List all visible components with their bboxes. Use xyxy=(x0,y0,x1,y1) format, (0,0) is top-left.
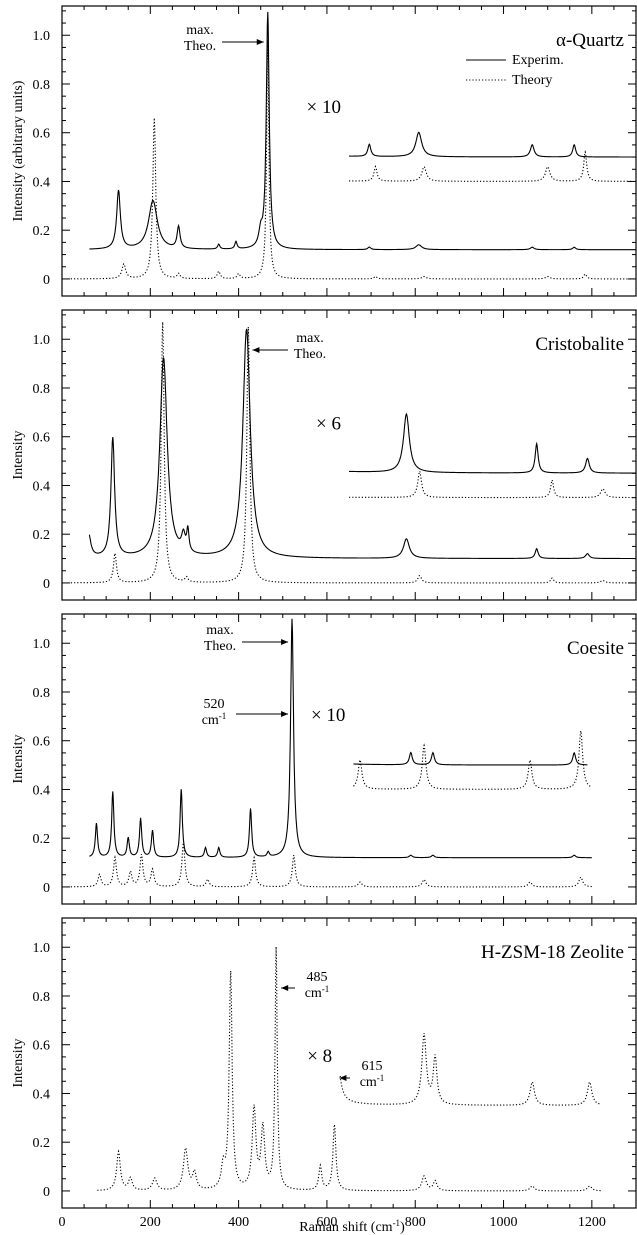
annotation-label: Theo. xyxy=(184,39,216,54)
panel-plot-area xyxy=(97,946,601,1192)
annotation-arrowhead xyxy=(252,347,260,353)
x-tick-label: 1200 xyxy=(578,1215,606,1230)
theory-inset-line xyxy=(353,730,593,790)
y-tick-label: 0.2 xyxy=(33,1136,51,1151)
panel-4: 0 0.2 0.4 0.6 0.8 1.0 Intensity H-ZSM-18 Zeolit… xyxy=(11,917,637,1209)
experiment-line xyxy=(89,11,636,251)
y-tick-label: 0.6 xyxy=(33,735,51,750)
panel-title: H-ZSM-18 Zeolite xyxy=(481,942,624,963)
annotation-superscript: -1 xyxy=(377,1073,385,1083)
y-tick-label: 0.4 xyxy=(33,783,51,798)
panel-frame xyxy=(61,613,637,905)
y-axis-label: Intensity (arbitrary units) xyxy=(11,80,26,221)
inset-magnification-label: × 8 xyxy=(307,1046,332,1067)
y-tick-label: 0.2 xyxy=(33,528,51,543)
experiment-inset-line xyxy=(349,131,636,158)
annotation-label: 615 xyxy=(362,1059,383,1074)
x-axis-label: Raman shift (cm-1) xyxy=(299,1218,405,1235)
experiment-inset-line xyxy=(353,751,588,766)
theory-line xyxy=(70,842,592,888)
panel-title: α-Quartz xyxy=(556,30,624,51)
y-tick-label: 0.8 xyxy=(33,686,51,701)
inset-magnification-label: × 6 xyxy=(316,413,341,434)
legend-label: Theory xyxy=(512,73,552,88)
panel-title: Cristobalite xyxy=(535,334,624,355)
inset-magnification-label: × 10 xyxy=(311,705,345,726)
annotation-arrowhead xyxy=(281,711,289,717)
panel-plot-area xyxy=(70,618,593,888)
y-tick-label: 0.4 xyxy=(33,175,51,190)
annotation-label: cm-1 xyxy=(305,984,330,1001)
y-axis-label: Intensity xyxy=(11,431,26,480)
y-tick-label: 1.0 xyxy=(33,941,51,956)
annotation-label: max. xyxy=(186,23,214,38)
y-tick-label: 0.6 xyxy=(33,127,51,142)
y-tick-label: 0.6 xyxy=(33,431,51,446)
annotation-superscript: -1 xyxy=(219,711,227,721)
x-tick-label: 800 xyxy=(405,1215,426,1230)
experiment-inset-line xyxy=(348,412,636,474)
y-tick-label: 0.4 xyxy=(33,479,51,494)
y-tick-label: 0 xyxy=(43,881,50,896)
y-tick-label: 1.0 xyxy=(33,333,51,348)
y-tick-label: 0 xyxy=(43,577,50,592)
theory-line xyxy=(97,946,601,1192)
annotation-label: 485 xyxy=(307,970,328,985)
theory-line xyxy=(70,40,636,280)
annotation-label: 520 xyxy=(204,697,225,712)
experiment-line xyxy=(88,328,636,560)
y-axis-label: Intensity xyxy=(11,1039,26,1088)
panel-3: 0 0.2 0.4 0.6 0.8 1.0 Intensity Coesite × 10 max.… xyxy=(11,613,637,905)
panel-title: Coesite xyxy=(567,638,624,659)
annotation-arrowhead xyxy=(281,639,289,645)
y-tick-label: 0.4 xyxy=(33,1087,51,1102)
annotation-label: max. xyxy=(206,623,234,638)
y-tick-label: 0.8 xyxy=(33,990,51,1005)
annotation-superscript: -1 xyxy=(322,984,330,994)
theory-inset-line xyxy=(348,469,636,499)
annotation-label: cm-1 xyxy=(360,1073,385,1090)
legend-label: Experim. xyxy=(512,53,564,68)
annotation-label: Theo. xyxy=(294,347,326,362)
x-tick-label: 400 xyxy=(228,1215,249,1230)
y-tick-label: 0 xyxy=(43,1185,50,1200)
y-tick-label: 0 xyxy=(43,273,50,288)
x-tick-label: 200 xyxy=(140,1215,161,1230)
annotation-label: max. xyxy=(296,331,324,346)
y-tick-label: 0.2 xyxy=(33,832,51,847)
panel-plot-area xyxy=(70,321,636,584)
panel-2: 0 0.2 0.4 0.6 0.8 1.0 Intensity Cristobalite × 6… xyxy=(11,309,637,601)
panel-frame xyxy=(61,5,637,297)
x-tick-label: 600 xyxy=(316,1215,337,1230)
annotation-arrowhead xyxy=(281,985,289,991)
theory-inset-line xyxy=(339,1032,601,1106)
x-tick-label: 0 xyxy=(59,1215,66,1230)
y-tick-label: 0.6 xyxy=(33,1039,51,1054)
y-tick-label: 0.8 xyxy=(33,78,51,93)
theory-line xyxy=(70,321,636,584)
y-tick-label: 1.0 xyxy=(33,29,51,44)
annotation-arrowhead xyxy=(339,1075,347,1081)
annotation-label: Theo. xyxy=(204,639,236,654)
panel-plot-area xyxy=(70,11,636,280)
annotation-arrowhead xyxy=(256,39,264,45)
y-tick-label: 0.8 xyxy=(33,382,51,397)
y-tick-label: 0.2 xyxy=(33,224,51,239)
annotation-label: cm-1 xyxy=(202,711,227,728)
experiment-line xyxy=(89,618,592,859)
inset-magnification-label: × 10 xyxy=(307,97,341,118)
panel-1: 0 0.2 0.4 0.6 0.8 1.0 Intensity (arbitrary uni… xyxy=(11,5,637,297)
y-tick-label: 1.0 xyxy=(33,637,51,652)
x-tick-label: 1000 xyxy=(490,1215,518,1230)
y-axis-label: Intensity xyxy=(11,735,26,784)
